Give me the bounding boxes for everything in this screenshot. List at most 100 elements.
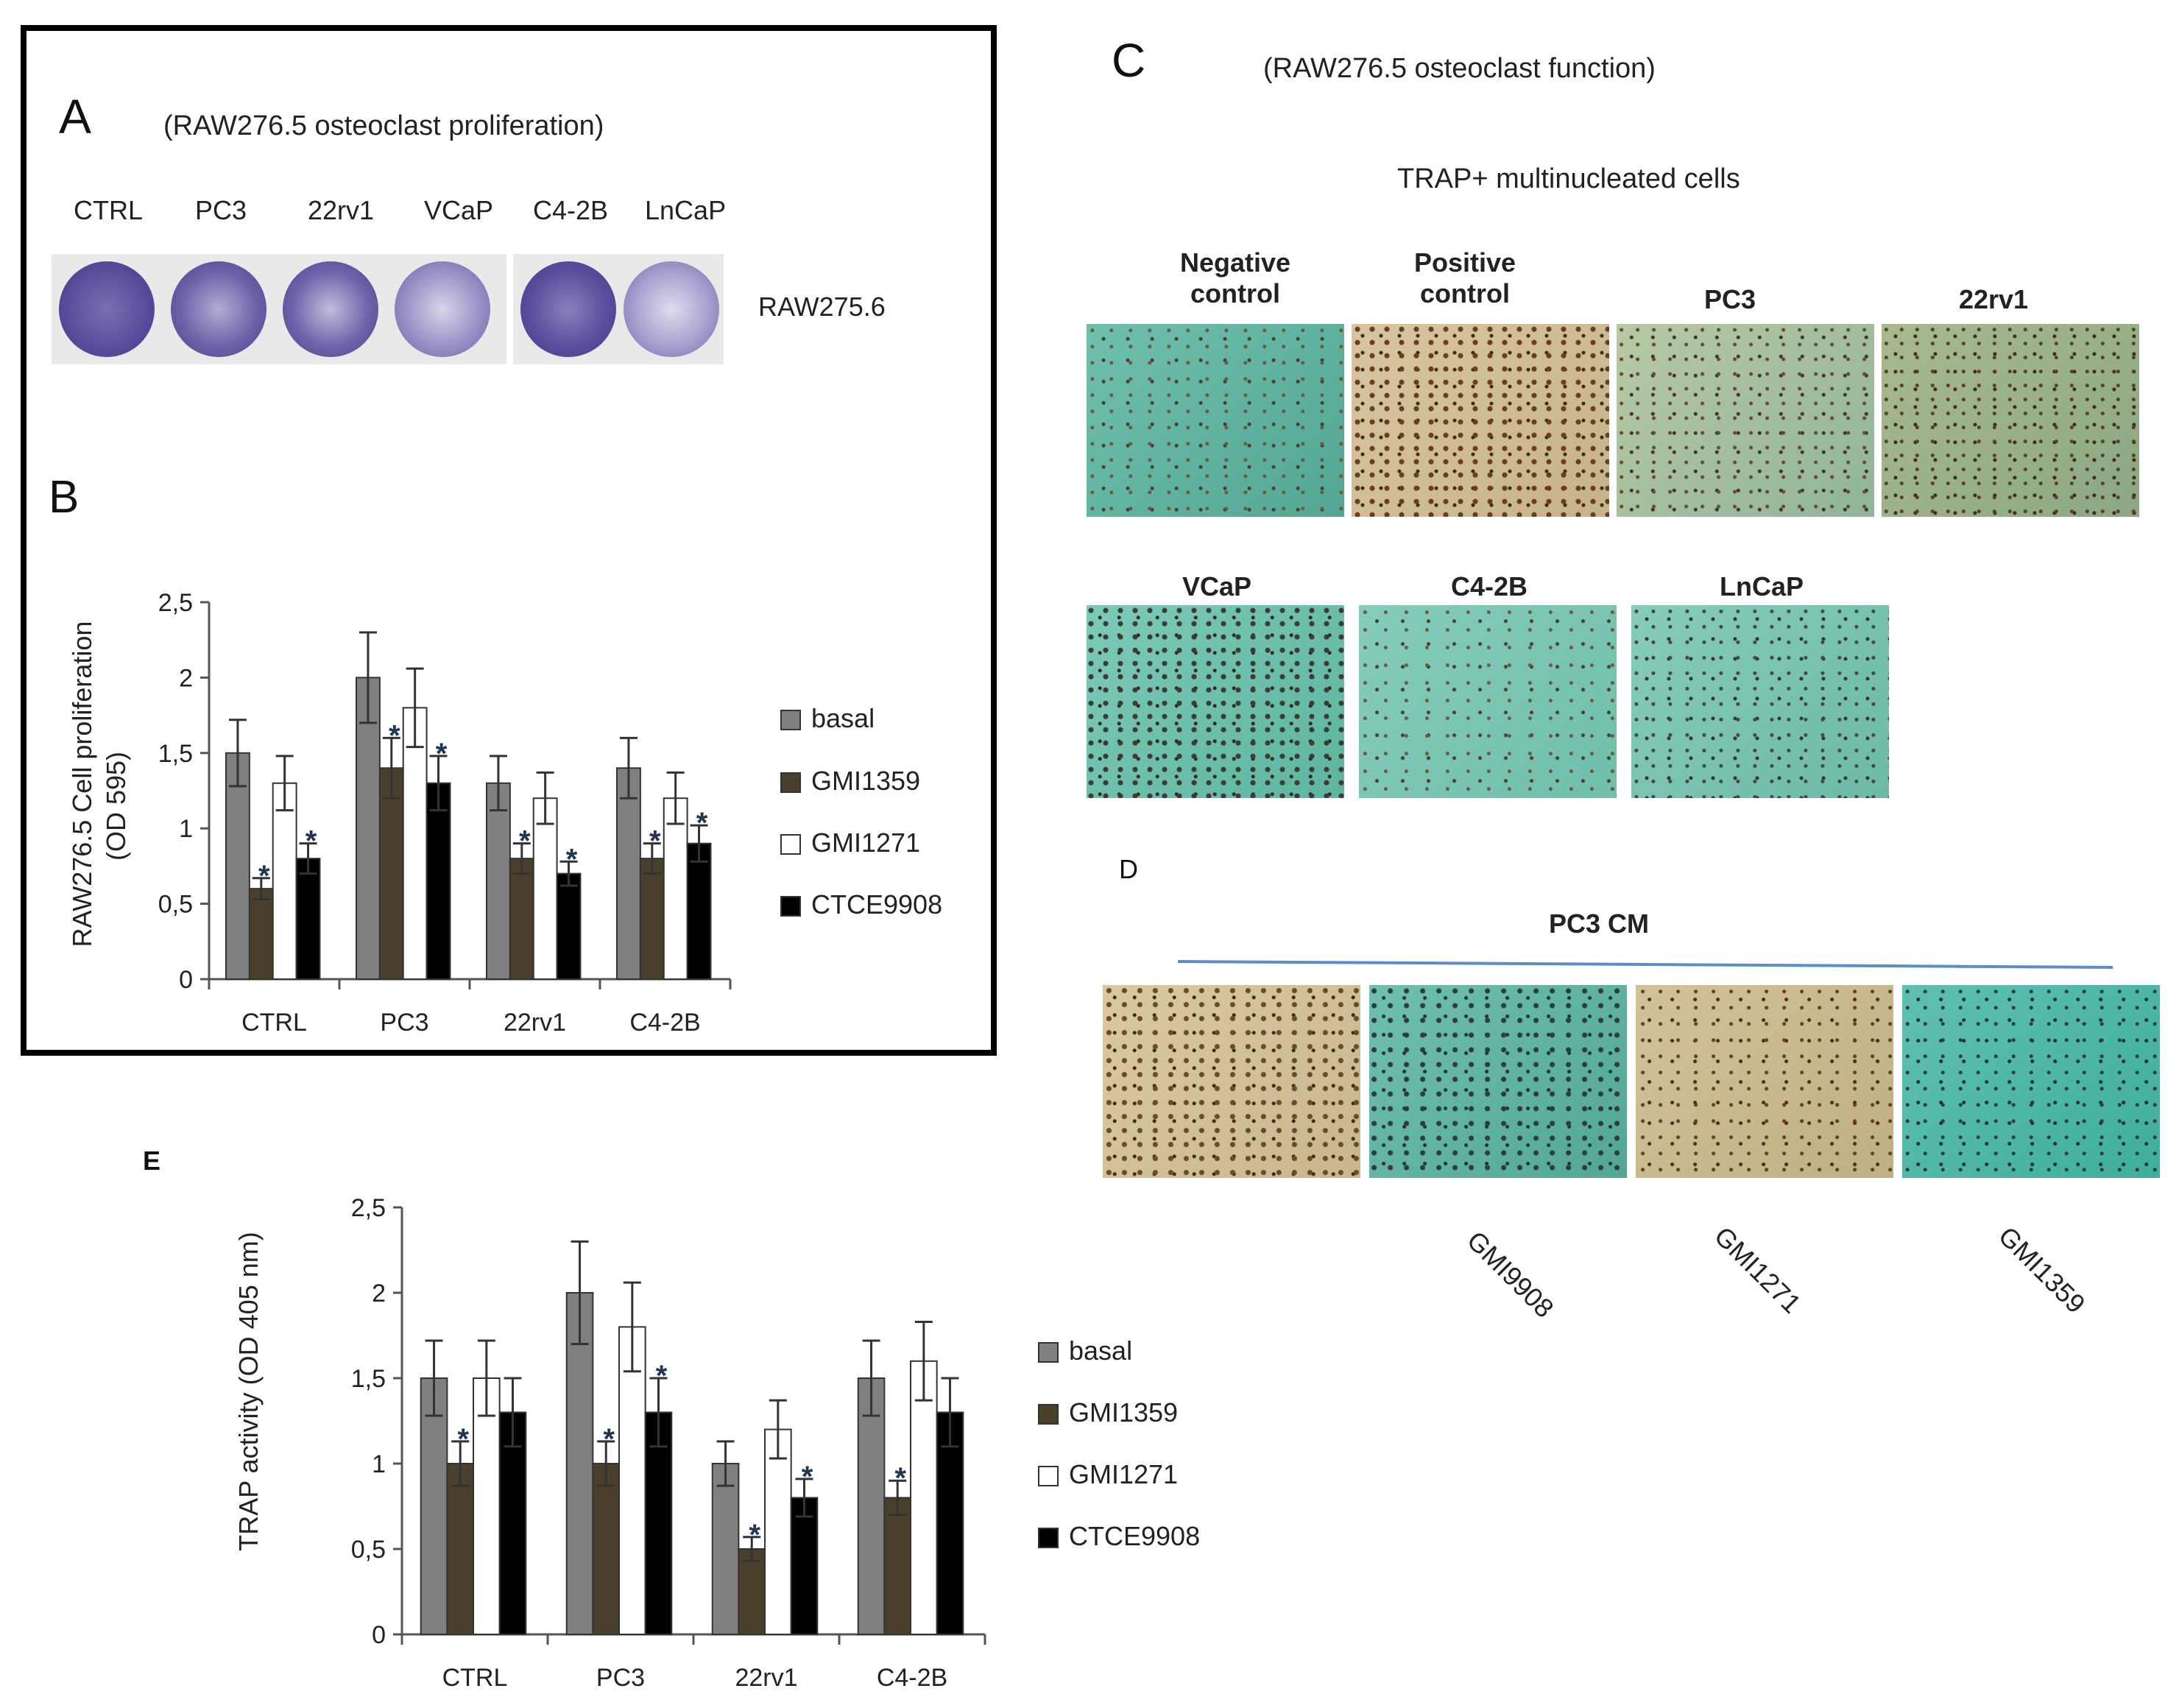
significance-star: * xyxy=(436,738,448,770)
legend-e-gmi1359: GMI1359 xyxy=(1038,1397,1178,1428)
significance-star: * xyxy=(749,1519,760,1551)
bar-gmi1271-pc3 xyxy=(618,1326,646,1636)
legend-swatch-basal xyxy=(1038,1342,1059,1363)
panel-d-title: PC3 CM xyxy=(1549,908,1650,939)
chart-b-ylabel-line2: (OD 595) xyxy=(101,752,131,861)
well-c42b xyxy=(520,261,616,357)
c-label-lncap: LnCaP xyxy=(1719,571,1804,601)
micro-d-pc3cm xyxy=(1103,985,1360,1178)
well-22rv1 xyxy=(283,261,378,357)
significance-star: * xyxy=(894,1462,906,1494)
legend-swatch-gmi1271 xyxy=(780,834,801,855)
raw-row-label: RAW275.6 xyxy=(758,292,886,322)
well-vcap xyxy=(395,261,490,357)
c-label-pc3: PC3 xyxy=(1703,284,1756,314)
crystal-violet-plate-right xyxy=(513,254,724,364)
bar-gmi1359-pc3 xyxy=(592,1463,621,1635)
panel-b-letter: B xyxy=(49,472,80,523)
well-label-vcap: VCaP xyxy=(424,195,494,225)
bar-gmi1359-c4-2b xyxy=(639,858,665,981)
micro-vcap xyxy=(1087,605,1344,798)
micro-pc3 xyxy=(1617,324,1874,517)
c-label-c42b: C4-2B xyxy=(1450,571,1528,601)
x-tick-label: C4-2B xyxy=(877,1664,947,1692)
significance-star: * xyxy=(457,1423,469,1455)
significance-star: * xyxy=(649,825,661,858)
legend-b-basal: basal xyxy=(780,703,875,734)
micro-d-gmi1359 xyxy=(1902,985,2160,1178)
well-label-ctrl: CTRL xyxy=(74,195,144,225)
panel-c-subtitle: TRAP+ multinucleated cells xyxy=(1397,163,1740,194)
bracket-line xyxy=(1178,960,2113,969)
y-tick-label: 1,5 xyxy=(158,740,193,768)
micro-negative-control xyxy=(1087,324,1344,517)
chart-b-ylabel-line1: RAW276.5 Cell proliferation xyxy=(67,621,97,947)
c-label-positive: Positive control xyxy=(1318,247,1612,309)
micro-c42b xyxy=(1359,605,1617,798)
panel-a-letter: A xyxy=(59,89,92,144)
legend-swatch-ctce9908 xyxy=(780,896,801,917)
micro-d-gmi9908 xyxy=(1369,985,1627,1178)
micro-positive-control xyxy=(1352,324,1609,517)
y-tick-label: 0 xyxy=(179,966,193,994)
significance-star: * xyxy=(802,1461,813,1493)
chart-e-ylabel: TRAP activity (OD 405 nm) xyxy=(233,1232,264,1550)
label-line: Positive xyxy=(1413,247,1516,278)
y-tick-label: 2 xyxy=(179,664,193,692)
bar-basal-pc3 xyxy=(356,677,381,981)
panel-a-title: (RAW276.5 osteoclast proliferation) xyxy=(163,110,604,141)
well-lncap xyxy=(624,261,719,357)
c-label-vcap: VCaP xyxy=(1182,571,1252,601)
bar-basal-22rv1 xyxy=(711,1463,740,1635)
legend-e-gmi1271: GMI1271 xyxy=(1038,1459,1178,1490)
well-label-22rv1: 22rv1 xyxy=(308,195,375,225)
legend-swatch-ctce9908 xyxy=(1038,1528,1059,1549)
significance-star: * xyxy=(566,843,578,875)
legend-label: basal xyxy=(1069,1335,1133,1366)
bar-basal-ctrl xyxy=(225,752,250,980)
bar-gmi1271-ctrl xyxy=(272,782,297,980)
bar-ctce9908-22rv1 xyxy=(790,1497,819,1636)
crystal-violet-plate-left xyxy=(52,254,506,364)
panel-e-letter: E xyxy=(143,1146,161,1176)
legend-label: GMI1271 xyxy=(811,827,921,858)
y-tick-label: 0 xyxy=(372,1621,386,1649)
label-line: Negative xyxy=(1179,247,1291,278)
c-label-22rv1: 22rv1 xyxy=(1958,284,2029,314)
well-label-c42b: C4-2B xyxy=(533,195,609,225)
micro-22rv1 xyxy=(1882,324,2139,517)
x-tick-label: 22rv1 xyxy=(735,1664,797,1692)
legend-b-gmi1271: GMI1271 xyxy=(780,827,920,858)
x-tick-label: C4-2B xyxy=(629,1009,700,1037)
well-label-pc3: PC3 xyxy=(195,195,247,225)
legend-label: GMI1359 xyxy=(811,766,921,796)
bar-gmi1271-c4-2b xyxy=(910,1360,938,1636)
x-tick-label: CTRL xyxy=(442,1664,508,1692)
legend-swatch-gmi1359 xyxy=(1038,1404,1059,1425)
label-line: control xyxy=(1420,278,1510,308)
well-pc3 xyxy=(171,261,266,357)
legend-b-ctce9908: CTCE9908 xyxy=(780,889,942,920)
legend-swatch-basal xyxy=(780,710,801,731)
x-tick-label: CTRL xyxy=(241,1009,307,1037)
y-tick-label: 1 xyxy=(179,815,193,843)
y-tick-label: 2,5 xyxy=(351,1194,386,1222)
legend-label: CTCE9908 xyxy=(1069,1521,1201,1551)
legend-label: GMI1271 xyxy=(1069,1459,1179,1489)
significance-star: * xyxy=(306,825,317,858)
significance-star: * xyxy=(389,719,400,752)
bar-gmi1271-22rv1 xyxy=(764,1428,792,1635)
c-label-negative: Negative control xyxy=(1088,247,1382,309)
panel-c-letter: C xyxy=(1112,34,1146,87)
micro-d-gmi1271 xyxy=(1636,985,1893,1178)
panel-d-letter: D xyxy=(1119,854,1138,884)
significance-star: * xyxy=(603,1423,615,1455)
x-tick-label: 22rv1 xyxy=(504,1009,566,1037)
bar-ctce9908-ctrl xyxy=(498,1411,527,1636)
significance-star: * xyxy=(656,1360,668,1392)
significance-star: * xyxy=(258,860,270,892)
bar-gmi1359-c4-2b xyxy=(883,1497,912,1636)
